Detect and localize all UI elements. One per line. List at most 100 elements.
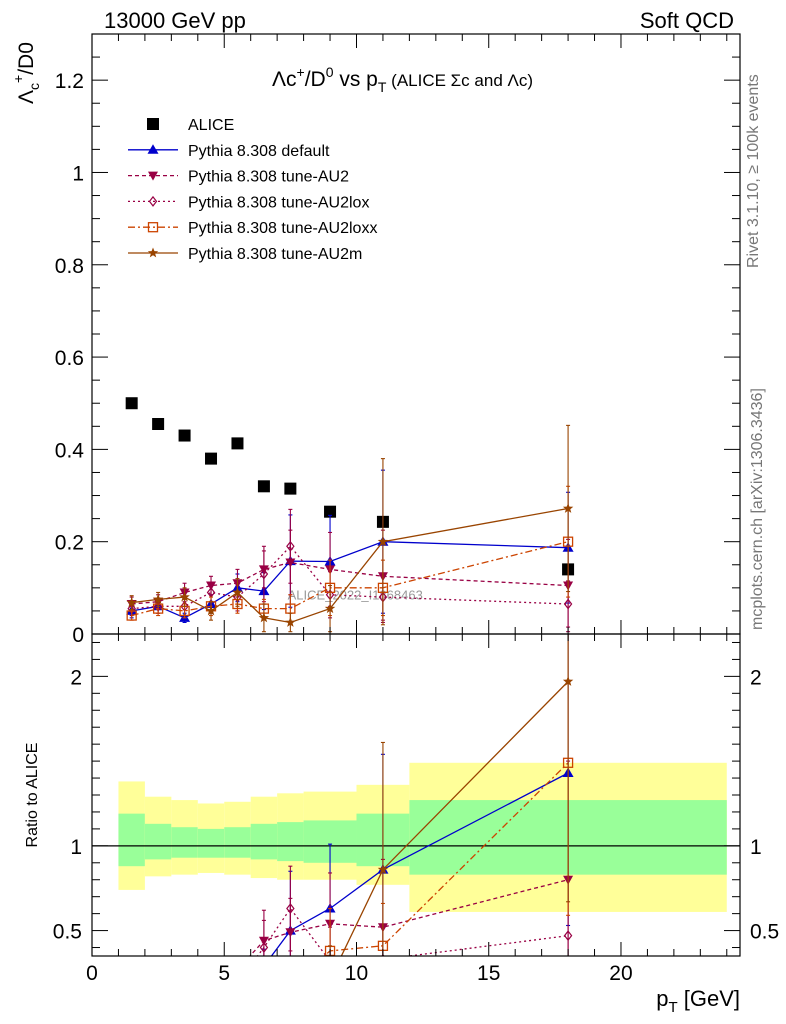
ratio-ytick-label-right: 2 (750, 666, 762, 689)
ratio-series-pythia-8-308-tune-au2loxx-point (233, 984, 242, 993)
legend-label: Pythia 8.308 tune-AU2loxx (188, 220, 377, 237)
main-ytick-label: 1 (72, 162, 84, 185)
legend-item-pythia-8-308-tune-au2m: Pythia 8.308 tune-AU2m (128, 246, 362, 263)
main-series-pythia-8-308-tune-au2m (126, 424, 574, 633)
legend-marker (148, 171, 158, 181)
legend-item-pythia-8-308-tune-au2: Pythia 8.308 tune-AU2 (128, 169, 349, 186)
legend-label: Pythia 8.308 tune-AU2m (188, 246, 362, 263)
ratio-series-pythia-8-308-tune-au2lox-point (181, 987, 188, 996)
ratio-series-pythia-8-308-tune-au2lox-point (329, 955, 331, 956)
ratio-series-pythia-8-308-tune-au2m-point (259, 991, 269, 1001)
ratio-xtick-label: 5 (218, 962, 230, 985)
main-series-alice-point (205, 452, 218, 465)
ratio-series-pythia-8-308-tune-au2lox-point (208, 970, 215, 979)
main-series-pythia-8-308-tune-au2m-point (152, 593, 164, 604)
main-series-alice-point (257, 480, 270, 493)
ratio-series-pythia-8-308-tune-au2-point (127, 989, 137, 998)
rivet-version-label: Rivet 3.1.10, ≥ 100k events (745, 74, 762, 268)
ratio-band-green (250, 823, 278, 860)
mcplots-label: mcplots.cern.ch [arXiv:1306.3436] (749, 388, 766, 630)
ratio-series-pythia-8-308-tune-au2lox-point (155, 989, 162, 998)
legend-item-pythia-8-308-tune-au2lox: Pythia 8.308 tune-AU2lox (128, 194, 369, 211)
ratio-series-pythia-8-308-tune-au2-point (153, 986, 163, 995)
watermark-label: ALICE_2022_I1868463 (288, 587, 423, 602)
ratio-series-pythia-8-308-tune-au2lox-point (563, 930, 573, 942)
ratio-series-pythia-8-308-tune-au2m-point (232, 973, 243, 983)
ratio-series-pythia-8-308-default-point (206, 981, 217, 991)
ratio-series-pythia-8-308-tune-au2m-point (153, 983, 164, 993)
ratio-band-green (197, 828, 225, 858)
legend-marker (147, 222, 159, 233)
legend-item-alice: ALICE (147, 117, 234, 134)
ratio-series-pythia-8-308-tune-au2loxx-point (286, 982, 295, 991)
ratio-series-pythia-8-308-tune-au2lox-point (259, 942, 269, 954)
ratio-series-pythia-8-308-tune-au2loxx-point (180, 990, 189, 999)
ratio-series-pythia-8-308-default-line (270, 772, 569, 956)
main-ytick-label: 0.4 (55, 439, 85, 462)
main-series-pythia-8-308-tune-au2lox-point (286, 540, 295, 552)
main-series-pythia-8-308-tune-au2m-point (562, 503, 574, 513)
ratio-band-green (171, 827, 198, 858)
ratio-xtick-label: 20 (609, 962, 632, 985)
ratio-series-pythia-8-308-tune-au2m-point (126, 986, 136, 996)
legend-marker (147, 144, 159, 154)
ratio-ytick-label: 0.5 (53, 921, 82, 944)
main-series-pythia-8-308-tune-au2m-point (285, 617, 296, 627)
ratio-band-green (118, 813, 145, 867)
main-series-pythia-8-308-tune-au2m-point (377, 536, 389, 547)
main-series-pythia-8-308-tune-au2m-line (131, 507, 569, 624)
main-series-pythia-8-308-tune-au2m-point (258, 612, 270, 623)
legend: ALICE Pythia 8.308 default Pythia 8.308 tu… (128, 117, 377, 263)
ratio-series-pythia-8-308-default-point (153, 988, 164, 998)
ratio-series-pythia-8-308-tune-au2m-point (325, 974, 336, 984)
ratio-band-green (144, 823, 172, 860)
header-right-label: Soft QCD (639, 8, 734, 33)
main-y-axis-label: Λc+/D0 (10, 42, 42, 104)
ratio-series-pythia-8-308-tune-au2m-point (285, 996, 296, 1006)
main-ytick-label: 0 (72, 624, 84, 647)
ratio-xtick-label: 15 (477, 962, 500, 985)
ratio-band-green (277, 822, 304, 862)
legend-label: ALICE (188, 117, 234, 134)
main-series-alice-point (284, 482, 297, 495)
ratio-y-axis-label: Ratio to ALICE (24, 743, 41, 848)
ratio-series-pythia-8-308-tune-au2loxx-point (207, 984, 216, 993)
x-axis-label: pT [GeV] (656, 986, 740, 1016)
ratio-band-green (224, 827, 251, 858)
legend-item-pythia-8-308-tune-au2loxx: Pythia 8.308 tune-AU2loxx (128, 220, 377, 237)
main-series-pythia-8-308-tune-au2m-point (205, 605, 217, 616)
ratio-series-pythia-8-308-tune-au2loxx-point (154, 990, 163, 999)
ratio-ytick-label: 2 (70, 666, 82, 689)
ratio-series-pythia-8-308-tune-au2lox-point (128, 992, 135, 1001)
main-series-pythia-8-308-tune-au2-line (131, 561, 569, 605)
ratio-series-pythia-8-308-tune-au2m-point (377, 864, 389, 874)
ratio-xtick-label: 0 (86, 962, 98, 985)
header-left-label: 13000 GeV pp (104, 8, 246, 33)
main-ytick-label: 0.8 (55, 255, 84, 278)
main-series-pythia-8-308-tune-au2m-point (232, 587, 243, 597)
ratio-series-pythia-8-308-tune-au2loxx-point (127, 997, 136, 1006)
ratio-series-pythia-8-308-tune-au2m-point (562, 676, 574, 686)
main-ytick-label: 0.2 (55, 532, 84, 555)
main-series-pythia-8-308-tune-au2lox-point (259, 568, 269, 580)
legend-marker (147, 118, 159, 130)
main-series-alice-point (324, 505, 337, 518)
main-series-alice-point (178, 429, 191, 442)
main-series-pythia-8-308-tune-au2lox-point (563, 598, 573, 610)
main-series-pythia-8-308-tune-au2m-point (179, 591, 190, 602)
legend-label: Pythia 8.308 default (188, 143, 330, 160)
main-series-pythia-8-308-tune-au2m-point (126, 597, 137, 608)
main-ytick-label: 1.2 (55, 70, 84, 93)
ratio-series-pythia-8-308-tune-au2lox-point (286, 903, 295, 915)
main-series-pythia-8-308-default-line (131, 541, 569, 619)
ratio-series-pythia-8-308-default-point (232, 969, 243, 979)
legend-marker (147, 247, 159, 258)
main-series-alice-point (231, 437, 244, 450)
ratio-series-pythia-8-308-tune-au2loxx-point (259, 982, 268, 991)
ratio-series-pythia-8-308-tune-au2-point (232, 966, 242, 975)
ratio-series-pythia-8-308-tune-au2m-point (179, 978, 190, 988)
main-series-alice-point (152, 418, 165, 430)
ratio-series-pythia-8-308-tune-au2lox-point (234, 979, 241, 988)
main-plot: ALICE_2022_I1868463 0 0.2 0.4 0.6 0.8 1 1.2 Λc+/… (10, 33, 741, 647)
